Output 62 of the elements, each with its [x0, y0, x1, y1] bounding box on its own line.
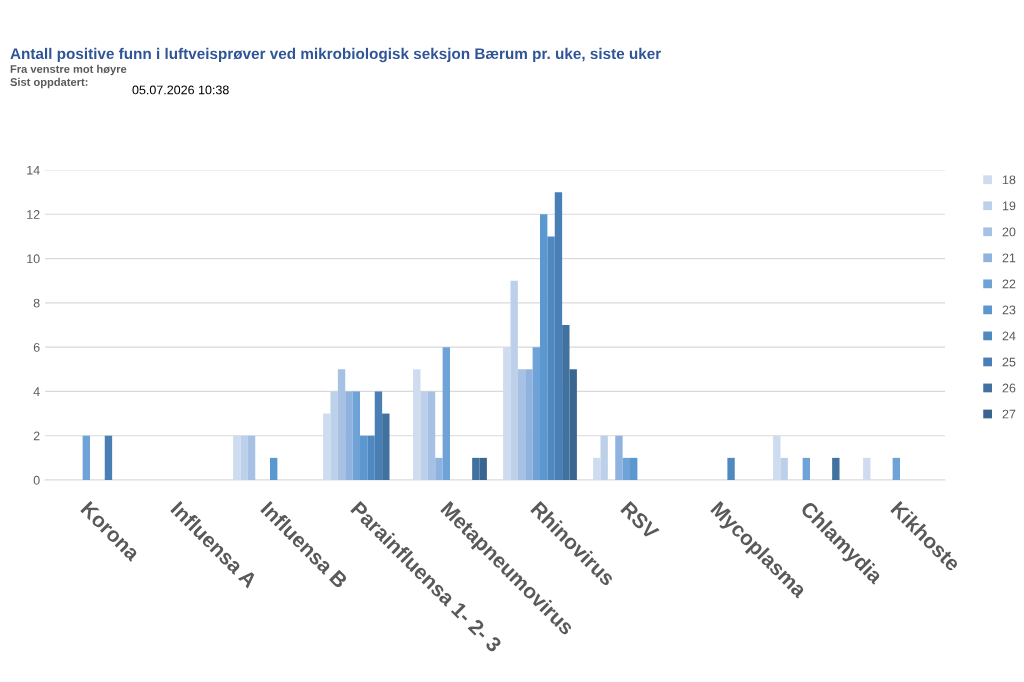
legend-label: 23 [1002, 305, 1016, 315]
bar [270, 457, 278, 480]
bar [802, 457, 810, 480]
y-tick-label: 8 [33, 298, 40, 308]
chart-title: Antall positive funn i luftveisprøver ved mikrobiologisk seksjon Bærum pr. uke, siste uker [10, 47, 661, 63]
y-tick-label: 12 [27, 210, 40, 219]
bar [727, 457, 735, 480]
legend-label: 26 [1002, 383, 1016, 393]
y-tick-label: 4 [33, 387, 40, 396]
bar [352, 391, 360, 480]
bar [345, 391, 353, 480]
y-tick-label: 10 [27, 254, 40, 264]
bar [330, 391, 338, 480]
legend-label: 19 [1002, 201, 1016, 211]
bar [615, 435, 623, 480]
bar [442, 347, 450, 480]
bar [104, 435, 113, 480]
bar [479, 457, 487, 480]
bar [832, 457, 840, 480]
bar [540, 214, 548, 480]
y-tick-label: 14 [27, 165, 40, 175]
legend-label: 27 [1002, 409, 1016, 419]
bar [82, 435, 90, 480]
bar [323, 413, 331, 480]
text: 05.07.2026 10:38 [132, 85, 229, 95]
legend-label: 18 [1002, 175, 1016, 185]
bar [517, 369, 526, 480]
bar [413, 369, 421, 480]
bar [435, 457, 443, 480]
bar [420, 391, 428, 480]
bar [892, 457, 900, 480]
bar [780, 457, 788, 480]
text: Sist oppdatert: [10, 77, 88, 89]
bar [532, 347, 540, 480]
legend-label: 22 [1002, 279, 1016, 289]
bar [510, 280, 518, 480]
bar [382, 413, 390, 480]
bar [562, 325, 570, 480]
bar [427, 391, 436, 480]
bar [233, 435, 241, 480]
legend-label: 20 [1002, 227, 1016, 237]
text: Fra venstre mot høyre [10, 64, 127, 76]
legend-label: 21 [1002, 253, 1016, 263]
bar [569, 369, 577, 480]
y-tick-label: 0 [33, 475, 40, 485]
bar [360, 435, 368, 480]
bar [630, 457, 638, 480]
y-tick-label: 2 [33, 431, 40, 441]
bar [240, 435, 248, 480]
bar [593, 457, 601, 480]
bar [773, 435, 781, 480]
bar [337, 369, 346, 480]
y-tick-label: 6 [33, 342, 40, 352]
bar [247, 435, 256, 480]
bar [525, 369, 533, 480]
bar [600, 435, 608, 480]
legend-label: 25 [1002, 357, 1016, 367]
bar [863, 457, 871, 480]
legend-label: 24 [1002, 331, 1016, 341]
bar [472, 457, 480, 480]
bar [622, 457, 630, 480]
bar [503, 347, 511, 480]
